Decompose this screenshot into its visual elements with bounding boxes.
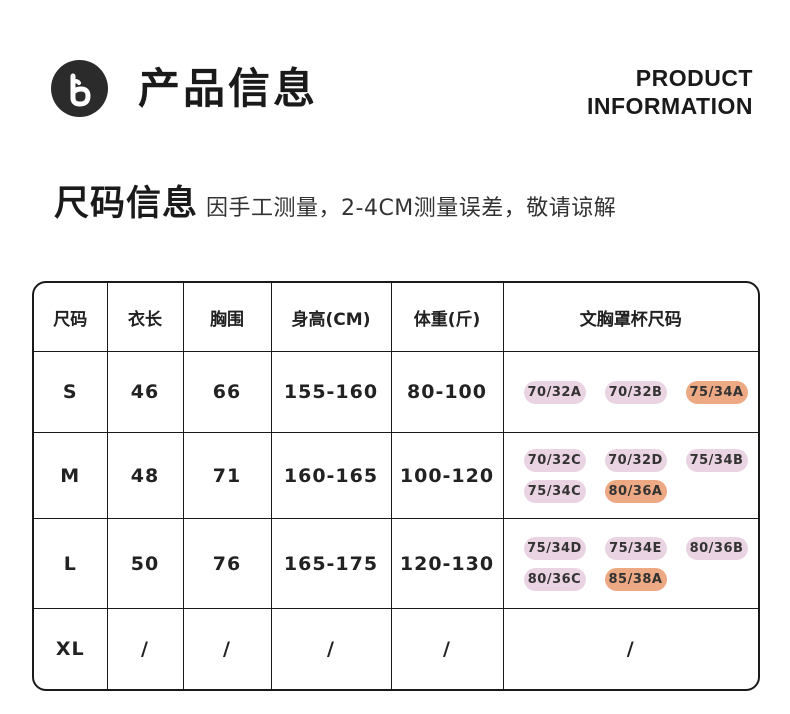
cup-size-badge: 70/32C xyxy=(523,448,586,472)
size-table: 尺码 衣长 胸围 身高(CM) 体重(斤) 文胸罩杯尺码 S 46 66 155… xyxy=(32,281,760,691)
cup-size-badge: 70/32B xyxy=(604,380,667,404)
cup-size-badge: 75/34B xyxy=(685,448,748,472)
cup-size-list: 70/32A 70/32B 75/34A xyxy=(504,380,759,404)
cup-size-badge: 85/38A xyxy=(604,567,667,591)
cup-size-badge: 75/34E xyxy=(604,536,667,560)
cell-weight: 120-130 xyxy=(390,518,504,609)
cup-size-badge: 80/36B xyxy=(685,536,748,560)
cell-length: / xyxy=(106,608,184,689)
cell-length: 50 xyxy=(106,518,184,609)
table-header-row: 尺码 衣长 胸围 身高(CM) 体重(斤) 文胸罩杯尺码 xyxy=(34,283,758,352)
title-en-line-1: PRODUCT xyxy=(635,65,753,91)
cell-cups: 70/32C 70/32D 75/34B 75/34C 80/36A xyxy=(502,432,759,519)
table-row: L 50 76 165-175 120-130 75/34D 75/34E 80/3… xyxy=(34,518,759,609)
cell-bust: 66 xyxy=(182,351,272,433)
table-row: M 48 71 160-165 100-120 70/32C 70/32D 75/3… xyxy=(34,432,759,519)
cup-size-badge: 80/36A xyxy=(604,479,667,503)
brand-b-icon xyxy=(70,73,91,107)
cup-size-badge: 75/34D xyxy=(523,536,586,560)
cup-size-badge: 75/34A xyxy=(685,380,748,404)
cell-bust: 76 xyxy=(182,518,272,609)
cell-weight: 100-120 xyxy=(390,432,504,519)
page-title-english: PRODUCT INFORMATION xyxy=(587,64,753,120)
title-en-line-2: INFORMATION xyxy=(586,93,753,119)
header-size: 尺码 xyxy=(34,283,108,352)
cell-weight: / xyxy=(390,608,504,689)
cup-size-list: 70/32C 70/32D 75/34B 75/34C 80/36A xyxy=(504,448,759,503)
cell-height: 155-160 xyxy=(270,351,392,433)
header-length: 衣长 xyxy=(106,283,184,352)
cell-length: 46 xyxy=(106,351,184,433)
measurement-note: 因手工测量，2-4CM测量误差，敬请谅解 xyxy=(206,196,617,221)
cup-size-badge: 75/34C xyxy=(523,479,586,503)
cell-size: XL xyxy=(34,608,108,689)
cell-length: 48 xyxy=(106,432,184,519)
table-row: S 46 66 155-160 80-100 70/32A 70/32B 75/34… xyxy=(34,351,759,433)
cell-bust: 71 xyxy=(182,432,272,519)
cell-cups: 70/32A 70/32B 75/34A xyxy=(502,351,759,433)
header-cup-size: 文胸罩杯尺码 xyxy=(502,283,758,352)
cup-size-badge: 80/36C xyxy=(523,567,586,591)
size-section-title: 尺码信息 xyxy=(54,184,199,224)
table-row: XL / / / / / xyxy=(34,608,758,689)
cell-height: 160-165 xyxy=(270,432,392,519)
header-bust: 胸围 xyxy=(182,283,272,352)
cell-size: L xyxy=(34,518,108,609)
page-title: 产品信息 xyxy=(138,64,319,113)
cell-height: 165-175 xyxy=(270,518,392,609)
cell-size: S xyxy=(34,351,108,433)
size-section-heading: 尺码信息 因手工测量，2-4CM测量误差，敬请谅解 xyxy=(54,181,616,233)
header-height: 身高(CM) xyxy=(270,283,392,352)
cell-cups: 75/34D 75/34E 80/36B 80/36C 85/38A xyxy=(502,518,759,609)
cell-weight: 80-100 xyxy=(390,351,504,433)
cup-size-badge: 70/32A xyxy=(523,380,586,404)
cell-size: M xyxy=(34,432,108,519)
cup-size-badge: 70/32D xyxy=(604,448,667,472)
cup-size-list: 75/34D 75/34E 80/36B 80/36C 85/38A xyxy=(504,536,759,591)
header-weight: 体重(斤) xyxy=(390,283,504,352)
cell-height: / xyxy=(270,608,392,689)
brand-logo xyxy=(51,60,108,117)
cell-cups: / xyxy=(502,608,758,689)
cell-bust: / xyxy=(182,608,272,689)
